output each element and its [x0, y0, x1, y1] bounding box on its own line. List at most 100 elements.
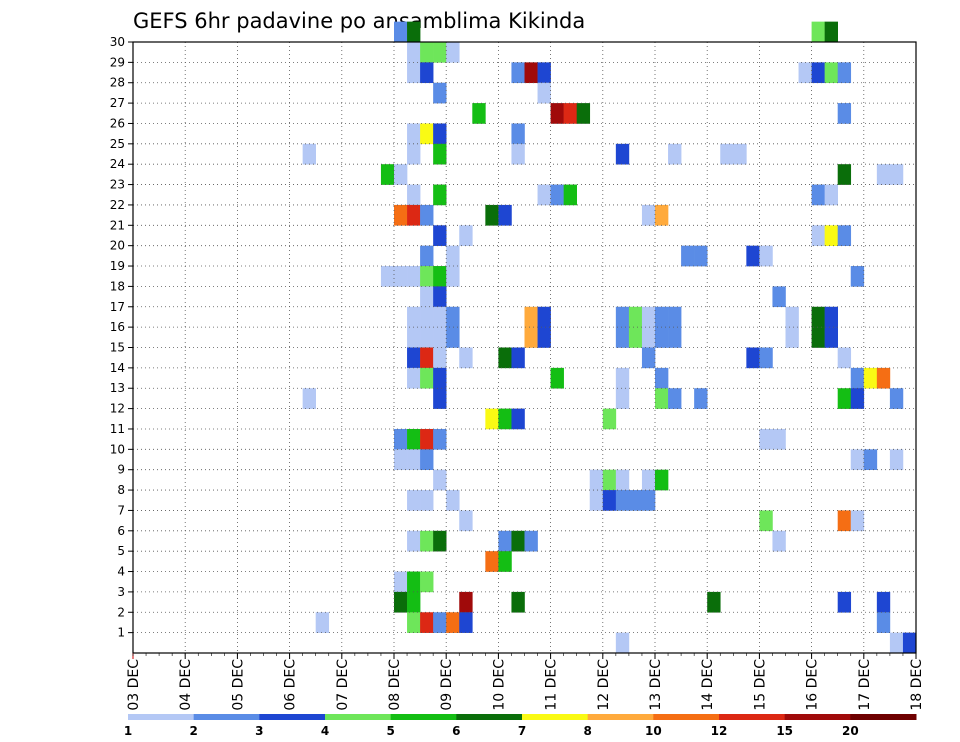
precip-cell: [850, 388, 865, 409]
precip-cell: [889, 164, 904, 185]
precip-cell: [394, 164, 408, 185]
precip-cell: [407, 21, 421, 43]
precip-cell: [707, 591, 721, 613]
colorbar-swatch: [522, 714, 589, 720]
precip-cell: [511, 123, 525, 145]
precip-cell: [380, 164, 395, 185]
precip-cell: [394, 204, 408, 226]
precip-cell: [407, 347, 421, 369]
precip-cell: [394, 591, 408, 613]
precip-cell: [785, 327, 799, 348]
precip-cell: [420, 123, 434, 145]
precip-cell: [302, 143, 316, 165]
colorbar-label: 2: [189, 724, 197, 738]
precip-cell: [407, 42, 421, 63]
precip-cell: [420, 571, 434, 593]
precip-cell: [811, 184, 825, 206]
precip-cell: [850, 266, 865, 287]
precip-cell: [746, 347, 760, 369]
y-tick-label: 29: [110, 55, 125, 69]
precip-cell: [394, 571, 408, 593]
precip-cell: [433, 469, 447, 491]
precip-cell: [837, 388, 852, 409]
precip-cell: [733, 143, 747, 165]
x-tick-label: 15 DEC: [752, 659, 768, 711]
precip-cell: [824, 225, 838, 246]
precip-cell: [433, 327, 447, 348]
colorbar-swatch: [653, 714, 720, 720]
precip-cell: [641, 469, 656, 491]
precip-cell: [433, 42, 447, 63]
precip-cell: [459, 591, 473, 613]
precip-cell: [394, 266, 408, 287]
precip-cell: [446, 612, 460, 633]
precip-cell: [511, 62, 525, 84]
precip-cell: [446, 327, 460, 348]
precip-cell: [380, 266, 395, 287]
grid: [133, 42, 916, 653]
precip-cell: [720, 143, 734, 165]
precip-cell: [615, 143, 630, 165]
precip-cell: [798, 62, 812, 84]
precip-cell: [668, 143, 682, 165]
precip-cell: [837, 510, 852, 532]
precip-cell: [420, 347, 434, 369]
x-axis: 03 DEC 04 DEC 05 DEC 06 DEC 07 DEC 08 DEC 09 D…: [126, 653, 925, 711]
precip-cell: [485, 408, 499, 430]
precip-cell: [641, 347, 656, 369]
precip-cell: [694, 245, 708, 267]
precip-cell: [655, 469, 669, 491]
x-tick-label: 13 DEC: [648, 659, 664, 711]
colorbar-swatch: [850, 714, 917, 720]
precip-cell: [315, 612, 330, 633]
precip-cell: [668, 306, 682, 328]
y-tick-label: 3: [117, 585, 125, 599]
precip-cell: [655, 306, 669, 328]
precip-cell: [772, 530, 786, 552]
precip-cell: [394, 21, 408, 43]
precip-cell: [420, 367, 434, 389]
y-tick-label: 9: [117, 463, 125, 477]
precip-cell: [433, 388, 447, 409]
precip-cell: [433, 367, 447, 389]
precip-cell: [485, 204, 499, 226]
precip-cell: [459, 612, 473, 633]
colorbar-label: 15: [776, 724, 793, 738]
precip-cell: [615, 469, 630, 491]
precip-cell: [628, 306, 643, 328]
x-tick-label: 07 DEC: [335, 659, 351, 711]
y-tick-label: 23: [110, 178, 125, 192]
precip-cell: [446, 245, 460, 267]
precip-cell: [824, 184, 838, 206]
precip-cell: [615, 327, 630, 348]
precip-cell: [446, 490, 460, 511]
y-tick-label: 8: [117, 483, 125, 497]
precip-cell: [655, 204, 669, 226]
precip-cell: [459, 510, 473, 532]
y-tick-label: 25: [110, 137, 125, 151]
x-tick-label: 08 DEC: [387, 659, 403, 711]
y-tick-label: 2: [117, 605, 125, 619]
precip-cell: [889, 632, 904, 654]
colorbar-label: 5: [386, 724, 394, 738]
precip-cell: [837, 62, 852, 84]
precip-cell: [628, 490, 643, 511]
precip-cell: [615, 388, 630, 409]
y-tick-label: 27: [110, 96, 125, 110]
precip-cell: [433, 286, 447, 308]
x-tick-label: 03 DEC: [126, 659, 142, 711]
precip-cell: [563, 184, 577, 206]
precip-cell: [537, 62, 551, 84]
precip-cell: [407, 123, 421, 145]
precip-cell: [433, 123, 447, 145]
colorbar-swatch: [193, 714, 260, 720]
y-tick-label: 7: [117, 503, 125, 517]
x-tick-label: 09 DEC: [439, 659, 455, 711]
precip-cell: [628, 327, 643, 348]
precip-cell: [394, 449, 408, 470]
colorbar-label: 8: [583, 724, 591, 738]
precip-cell: [576, 103, 591, 124]
precip-cell: [433, 347, 447, 369]
precip-cell: [407, 184, 421, 206]
precip-cell: [759, 245, 773, 267]
